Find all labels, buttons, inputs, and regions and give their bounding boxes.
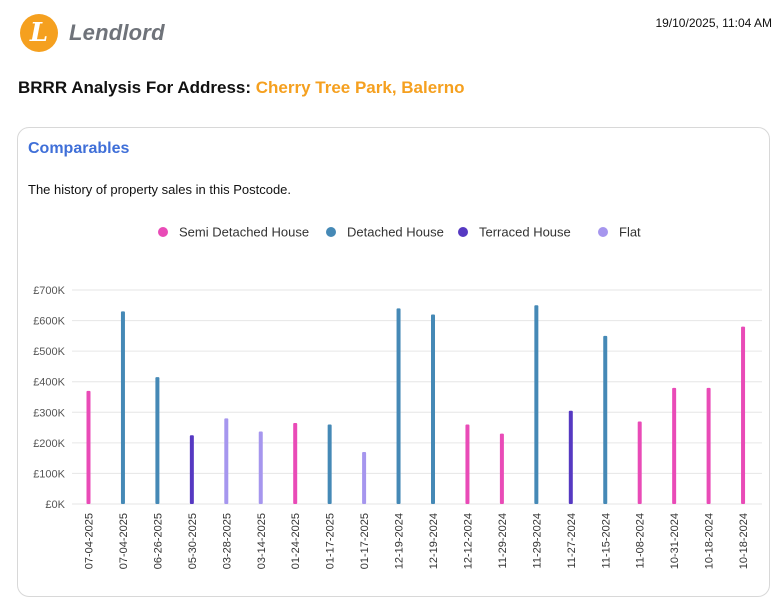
x-tick-label: 01-24-2025 <box>290 513 302 569</box>
bar <box>120 311 125 504</box>
bar <box>327 424 332 504</box>
y-tick-label: £300K <box>33 407 65 419</box>
bar <box>603 335 608 504</box>
legend-swatch <box>458 227 468 237</box>
x-tick-label: 12-19-2024 <box>394 513 406 569</box>
y-tick-label: £0K <box>45 499 65 511</box>
x-tick-label: 10-18-2024 <box>738 513 750 569</box>
x-tick-label: 10-31-2024 <box>669 513 681 569</box>
bar <box>706 387 711 504</box>
bar <box>155 377 160 504</box>
bar <box>431 314 435 504</box>
x-tick-label: 01-17-2025 <box>325 513 337 569</box>
page-title-address: Cherry Tree Park, Balerno <box>255 78 465 97</box>
x-tick-label: 07-04-2025 <box>118 513 130 569</box>
bar <box>362 452 367 504</box>
legend-label: Semi Detached House <box>179 225 309 240</box>
bar <box>224 418 229 504</box>
y-tick-label: £500K <box>33 346 65 358</box>
comparables-card: Comparables The history of property sale… <box>17 127 770 597</box>
x-tick-label: 01-17-2025 <box>359 513 371 569</box>
x-tick-label: 10-18-2024 <box>704 513 716 569</box>
legend-label: Terraced House <box>479 225 571 240</box>
y-tick-label: £200K <box>33 438 65 450</box>
bar <box>465 424 470 504</box>
x-tick-label: 12-12-2024 <box>462 513 474 569</box>
bar <box>258 431 263 504</box>
x-tick-label: 03-14-2025 <box>256 513 268 569</box>
bar <box>534 305 539 504</box>
bar <box>189 435 194 504</box>
sales-history-chart: Semi Detached House Detached House Terrace… <box>33 225 762 569</box>
bar <box>396 308 401 504</box>
logo-letter: L <box>29 18 49 48</box>
legend-swatch <box>158 227 168 237</box>
report-timestamp: 19/10/2025, 11:04 AM <box>655 16 772 30</box>
bar <box>499 433 504 504</box>
y-tick-label: £400K <box>33 377 65 389</box>
page-title: BRRR Analysis For Address: Cherry Tree P… <box>18 78 465 98</box>
x-tick-label: 11-08-2024 <box>635 513 647 568</box>
x-tick-label: 06-26-2025 <box>152 513 164 569</box>
logo-text: Lendlord <box>69 20 165 45</box>
bar <box>672 387 677 504</box>
x-tick-label: 05-30-2025 <box>187 513 199 569</box>
x-tick-label: 11-29-2024 <box>497 513 509 568</box>
bar <box>293 422 298 504</box>
y-tick-label: £100K <box>33 468 65 480</box>
legend-label: Flat <box>619 225 641 240</box>
x-tick-label: 03-28-2025 <box>221 513 233 569</box>
x-tick-label: 11-27-2024 <box>566 513 578 568</box>
lendlord-logo-icon: L <box>20 14 58 52</box>
x-tick-label: 12-19-2024 <box>428 513 440 569</box>
bar <box>637 421 642 504</box>
bar <box>741 326 746 504</box>
x-tick-label: 11-15-2024 <box>600 513 612 568</box>
y-tick-label: £700K <box>33 285 65 297</box>
bar <box>568 410 573 504</box>
x-tick-label: 07-04-2025 <box>84 513 96 569</box>
legend-swatch <box>326 227 336 237</box>
legend-label: Detached House <box>347 225 444 240</box>
legend-swatch <box>598 227 608 237</box>
comparables-subtitle: The history of property sales in this Po… <box>28 182 292 197</box>
y-tick-label: £600K <box>33 316 65 328</box>
page-title-prefix: BRRR Analysis For Address: <box>18 78 256 97</box>
comparables-title: Comparables <box>28 140 130 157</box>
bar <box>86 390 91 504</box>
x-tick-label: 11-29-2024 <box>531 513 543 568</box>
